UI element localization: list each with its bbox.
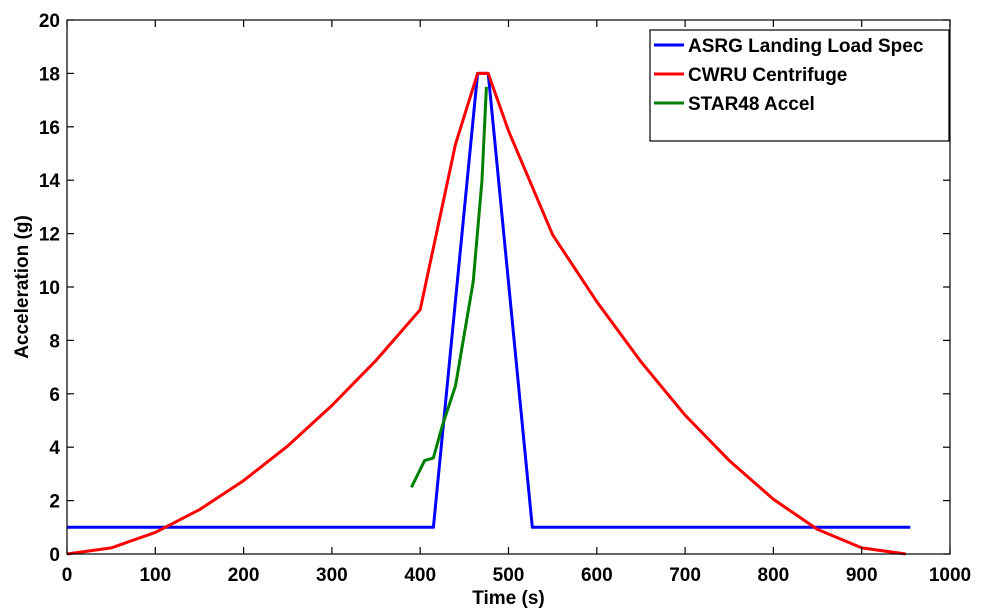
x-tick-label: 700 [669, 565, 701, 586]
x-tick-label: 600 [581, 565, 613, 586]
x-tick-label: 900 [846, 565, 878, 586]
y-tick-label: 8 [49, 331, 60, 352]
legend-label: ASRG Landing Load Spec [688, 36, 924, 57]
x-tick-label: 1000 [929, 565, 971, 586]
y-tick-label: 14 [39, 171, 61, 192]
series-lines [67, 73, 910, 554]
x-tick-label: 300 [316, 565, 348, 586]
legend-label: CWRU Centrifuge [688, 65, 847, 86]
y-tick-label: 16 [39, 118, 60, 139]
y-tick-label: 6 [49, 385, 60, 406]
x-tick-label: 100 [139, 565, 171, 586]
x-tick-label: 500 [493, 565, 525, 586]
y-tick-label: 4 [49, 438, 60, 459]
y-tick-label: 10 [39, 278, 60, 299]
x-tick-label: 0 [62, 565, 73, 586]
legend-item: ASRG Landing Load Spec [654, 36, 924, 57]
y-tick-label: 2 [49, 492, 60, 513]
legend: ASRG Landing Load Spec CWRU Centrifuge STA… [650, 30, 949, 141]
series-line-cwru-centrifuge [67, 73, 906, 554]
x-tick-labels: 0 100 200 300 400 500 600 700 800 900 1000 [62, 565, 971, 586]
series-line-star48-accel [411, 87, 486, 488]
x-tick-label: 800 [758, 565, 790, 586]
y-tick-label: 12 [39, 225, 60, 246]
x-axis-label: Time (s) [472, 588, 545, 609]
y-tick-label: 18 [39, 64, 60, 85]
y-axis-label: Acceleration (g) [12, 215, 33, 359]
y-tick-label: 20 [39, 11, 60, 32]
legend-label: STAR48 Accel [688, 94, 815, 115]
x-tick-label: 400 [404, 565, 436, 586]
y-tick-label: 0 [49, 545, 60, 566]
x-tick-label: 200 [228, 565, 260, 586]
y-tick-labels: 0 2 4 6 8 10 12 14 16 18 20 [39, 11, 61, 566]
